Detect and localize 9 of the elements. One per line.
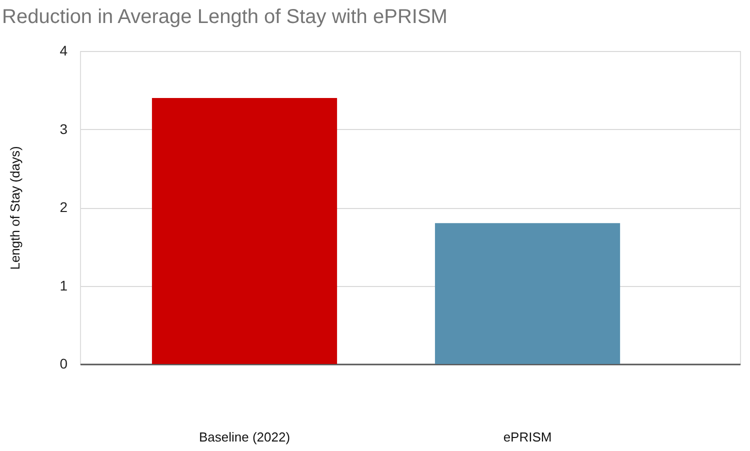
x-tick-label: ePRISM (503, 430, 552, 444)
y-tick-label: 3 (60, 120, 68, 137)
y-tick-label: 0 (60, 356, 68, 372)
y-tick-label: 2 (60, 199, 68, 215)
x-tick-label: Baseline (2022) (198, 430, 290, 444)
y-tick-label: 1 (60, 277, 68, 294)
chart-title: Reduction in Average Length of Stay with ePRISM (2, 6, 448, 28)
y-axis-title: Length of Stay (days) (8, 146, 23, 270)
y-tick-label: 4 (60, 42, 68, 58)
